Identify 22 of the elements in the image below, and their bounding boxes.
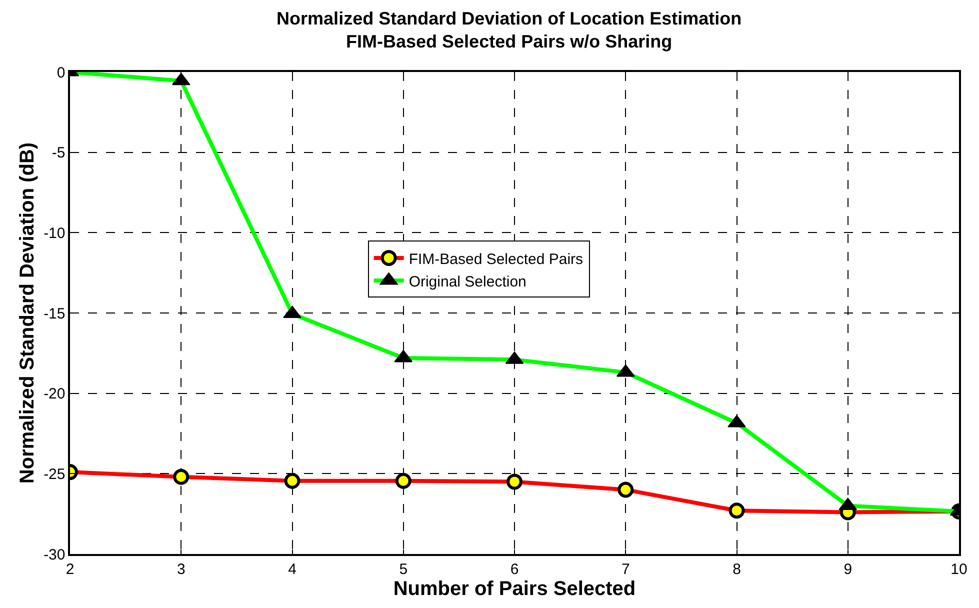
- x-tick-label: 9: [844, 560, 852, 578]
- y-tick-label: -15: [44, 305, 66, 322]
- y-tick-label: -10: [44, 224, 66, 242]
- x-tick-label: 3: [176, 560, 186, 578]
- x-tick-label: 10: [950, 560, 968, 578]
- y-tick-label: -25: [44, 466, 66, 483]
- y-tick-label: -5: [52, 144, 66, 162]
- x-axis-title: Number of Pairs Selected: [393, 578, 636, 600]
- legend-label: Original Selection: [408, 273, 526, 290]
- x-tick-label: 8: [732, 560, 741, 578]
- x-tick-label: 5: [399, 560, 408, 578]
- x-tick-label: 7: [621, 560, 630, 578]
- y-tick-label: -20: [44, 386, 66, 403]
- chart-title: Normalized Standard Deviation of Location Estimation: [276, 8, 742, 28]
- x-tick-label: 2: [66, 560, 74, 578]
- x-tick-label: 6: [510, 560, 519, 578]
- y-axis-title: Normalized Standard Deviation (dB): [16, 142, 39, 484]
- chart-subtitle: FIM-Based Selected Pairs w/o Sharing: [346, 32, 672, 52]
- y-tick-label: 0: [56, 64, 66, 82]
- y-tick-label: -30: [44, 546, 66, 564]
- x-tick-label: 4: [288, 560, 296, 578]
- legend-label: FIM-Based Selected Pairs: [408, 250, 584, 268]
